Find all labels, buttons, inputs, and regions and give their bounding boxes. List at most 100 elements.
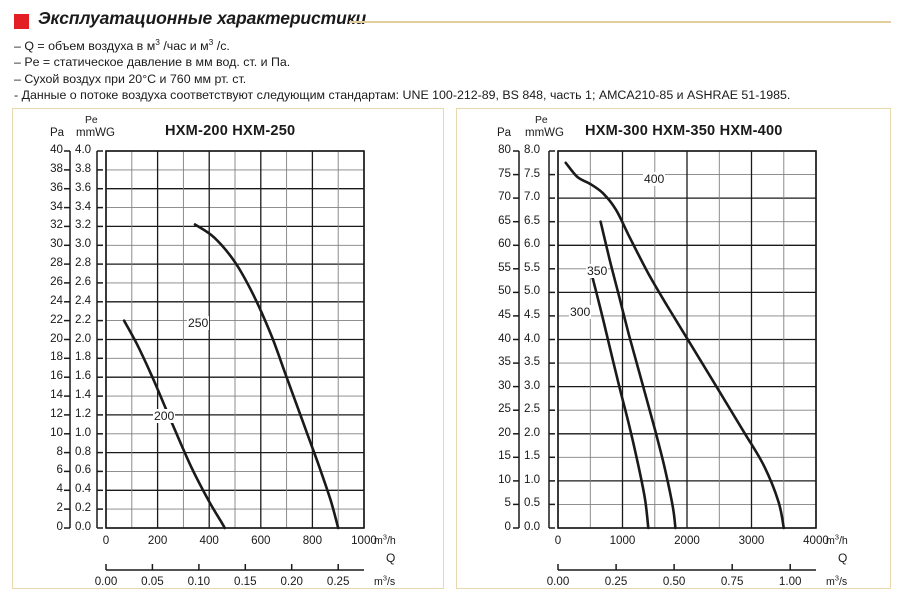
x-tick-m3s: 0.75 [720,575,744,588]
y-tick-mmwg: 0.2 [75,501,92,515]
x-tick-m3s: 0.50 [662,575,686,588]
y-tick-mmwg: 3.6 [75,180,92,194]
x-tick-m3s: 0.10 [187,575,211,588]
y-tick-pa: 12 [50,406,63,420]
note-item: – Q = объем воздуха в м3 /час и м3 /с. [14,36,230,53]
note-item: – Pe = статическое давление в мм вод. ст… [14,55,291,70]
y-axis-unit-mmwg: mmWG [76,127,115,139]
y-tick-pa: 15 [498,449,511,463]
x-tick-m3s: 1.00 [778,575,802,588]
chart-title: HXM-200 HXM-250 [165,123,296,139]
y-tick-pa: 34 [50,199,63,213]
curve-label-300: 300 [569,305,592,319]
y-tick-pa: 24 [50,293,63,307]
y-tick-pa: 0 [504,520,511,533]
y-tick-pa: 55 [498,260,511,274]
y-tick-pa: 60 [498,237,511,251]
curve-label-400: 400 [643,172,666,186]
y-axis-quantity-label: Pe [535,115,548,126]
curve-label-250: 250 [187,316,210,330]
curve-200 [122,319,226,530]
y-tick-mmwg: 1.2 [75,406,92,420]
y-tick-pa: 10 [498,472,511,486]
y-tick-mmwg: 0.0 [524,520,541,533]
y-tick-pa: 35 [498,355,511,369]
y-tick-pa: 5 [504,496,511,510]
x-unit-m3h: m3/h [374,532,396,547]
x-tick-m3h: 0 [554,534,562,547]
y-axis-unit-pa: Pa [497,127,512,139]
y-tick-pa: 16 [50,369,63,383]
performance-chart-hxm300-hxm350-hxm400: Pe Pa mmWG HXM-300 HXM-350 HXM-400 0 0.0 5 0.5 1… [457,109,890,588]
y-tick-pa: 70 [498,190,511,204]
y-tick-pa: 28 [50,256,63,270]
y-tick-mmwg: 3.4 [75,199,92,213]
y-tick-pa: 75 [498,166,511,180]
y-tick-pa: 40 [498,331,511,345]
x-tick-m3h: 600 [251,534,271,547]
y-tick-mmwg: 1.5 [524,449,541,463]
x-tick-m3s: 0.05 [141,575,164,588]
y-tick-pa: 18 [50,350,63,364]
y-tick-mmwg: 6.5 [524,213,541,227]
y-tick-pa: 6 [56,463,63,477]
y-tick-pa: 20 [498,425,511,439]
y-tick-pa: 8 [56,444,63,458]
chart-graphics [513,150,817,571]
chart-title: HXM-300 HXM-350 HXM-400 [585,123,783,139]
y-tick-mmwg: 2.6 [75,274,92,288]
red-square-bullet-icon [14,14,29,29]
x-tick-m3s: 0.00 [546,575,570,588]
y-tick-mmwg: 8.0 [524,143,541,156]
x-tick-m3h: 3000 [738,534,765,547]
y-tick-pa: 30 [498,378,511,392]
x-axis-quantity-label: Q [838,551,848,565]
y-tick-mmwg: 3.8 [75,161,92,175]
y-tick-mmwg: 3.0 [524,378,541,392]
y-tick-mmwg: 3.2 [75,218,92,232]
y-tick-mmwg: 4.0 [524,331,541,345]
y-tick-mmwg: 0.5 [524,496,541,510]
x-tick-m3h: 1000 [609,534,636,547]
y-axis-unit-mmwg: mmWG [525,127,564,139]
y-tick-pa: 65 [498,213,511,227]
curve-label-200: 200 [153,409,176,423]
y-axis-unit-pa: Pa [50,127,65,139]
y-tick-mmwg: 2.5 [524,402,541,416]
y-tick-mmwg: 3.5 [524,355,541,369]
x-unit-m3h: m3/h [826,532,848,547]
x-tick-m3h: 0 [102,534,110,547]
curve-250 [193,223,340,530]
curve-label-350: 350 [586,264,609,278]
x-tick-m3h: 800 [302,534,323,547]
x-tick-m3s: 0.00 [94,575,118,588]
y-tick-pa: 20 [50,331,63,345]
y-axis-quantity-label: Pe [85,115,98,126]
y-tick-mmwg: 1.0 [75,425,92,439]
y-tick-pa: 36 [50,180,63,194]
notes-list: – Q = объем воздуха в м3 /час и м3 /с. –… [14,38,894,104]
curve-300 [589,267,650,530]
x-tick-m3s: 0.20 [280,575,304,588]
x-tick-m3s: 0.25 [326,575,350,588]
y-tick-mmwg: 0.4 [75,482,92,496]
y-tick-mmwg: 2.0 [524,425,541,439]
y-tick-pa: 45 [498,307,511,321]
x-tick-m3h: 1000 [351,534,377,547]
y-tick-pa: 40 [50,143,63,156]
chart-panel-right: Pe Pa mmWG HXM-300 HXM-350 HXM-400 0 0.0 5 0.5 1… [456,108,891,589]
page-title: Эксплуатационные характеристики [38,8,367,28]
chart-graphics [64,150,365,571]
y-tick-mmwg: 4.0 [75,143,92,156]
x-unit-m3s: m3/s [374,573,396,588]
y-tick-pa: 2 [56,501,63,515]
y-tick-pa: 10 [50,425,63,439]
y-tick-mmwg: 0.6 [75,463,92,477]
y-tick-pa: 32 [50,218,63,232]
y-tick-mmwg: 1.6 [75,369,92,383]
y-tick-mmwg: 0.8 [75,444,92,458]
x-tick-m3h: 200 [147,534,168,547]
x-tick-m3h: 400 [199,534,219,547]
y-tick-mmwg: 2.4 [75,293,92,307]
y-tick-pa: 80 [498,143,511,156]
